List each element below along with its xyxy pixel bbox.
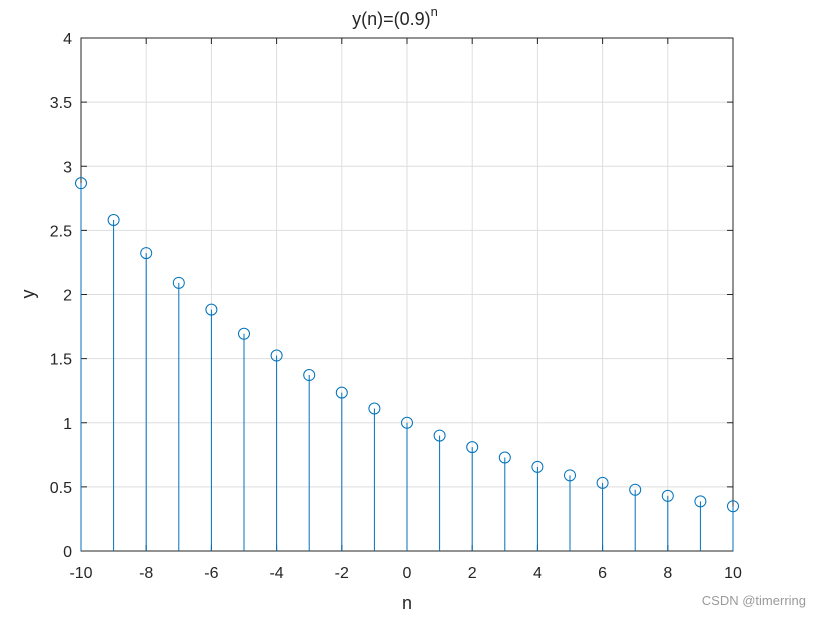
x-tick-label: -8 bbox=[139, 565, 153, 582]
chart-title-base: y(n)=(0.9) bbox=[352, 9, 431, 29]
y-tick-label: 4 bbox=[63, 31, 72, 48]
x-tick-label: 4 bbox=[533, 565, 542, 582]
x-tick-label: -6 bbox=[204, 565, 218, 582]
stem-marker bbox=[335, 386, 348, 399]
stem-marker bbox=[564, 469, 576, 482]
stem-marker bbox=[270, 349, 283, 362]
y-tick-label: 0.5 bbox=[50, 480, 72, 497]
y-axis-label: y bbox=[18, 290, 38, 299]
y-tick-label: 1 bbox=[63, 416, 72, 433]
watermark-text: CSDN @timerring bbox=[702, 593, 806, 608]
y-tick-label: 3.5 bbox=[50, 95, 72, 112]
stem-marker bbox=[140, 247, 153, 260]
chart-title-superscript: n bbox=[431, 4, 438, 19]
stem-marker bbox=[466, 441, 479, 454]
y-tick-label: 0 bbox=[63, 544, 72, 561]
y-tick-label: 2 bbox=[63, 288, 72, 305]
stem-marker bbox=[401, 416, 413, 429]
x-tick-label: -2 bbox=[335, 565, 349, 582]
x-tick-label: -10 bbox=[69, 565, 92, 582]
x-tick-label: 10 bbox=[724, 565, 742, 582]
stem-marker bbox=[498, 451, 511, 464]
stem-marker bbox=[661, 489, 674, 502]
stem-marker bbox=[172, 276, 185, 289]
y-tick-label: 1.5 bbox=[50, 352, 72, 369]
stem-marker bbox=[694, 495, 707, 508]
stem-marker bbox=[303, 369, 316, 382]
stem-marker bbox=[531, 460, 544, 473]
stem-marker bbox=[368, 402, 381, 415]
chart-title: y(n)=(0.9)n bbox=[352, 4, 438, 29]
x-tick-label: 8 bbox=[663, 565, 672, 582]
stem-marker bbox=[596, 476, 609, 489]
x-axis-label: n bbox=[402, 593, 412, 613]
x-tick-label: -4 bbox=[269, 565, 283, 582]
x-tick-label: 2 bbox=[468, 565, 477, 582]
tick-labels: -10 -8 -6 -4 -2 0 2 4 6 8 10 0 0.5 1 1.5 2 2.5 3 3.5 4 bbox=[50, 31, 742, 582]
stem-marker bbox=[433, 429, 446, 442]
stem-marker bbox=[727, 500, 739, 513]
stem-marker bbox=[629, 483, 642, 496]
y-tick-label: 2.5 bbox=[50, 223, 72, 240]
stem-marker bbox=[238, 327, 250, 340]
stem-series bbox=[75, 177, 739, 551]
y-tick-label: 3 bbox=[63, 159, 72, 176]
x-tick-label: 0 bbox=[403, 565, 412, 582]
stem-marker bbox=[107, 213, 120, 226]
stem-marker bbox=[75, 177, 87, 190]
stem-marker bbox=[205, 303, 218, 316]
x-tick-label: 6 bbox=[598, 565, 607, 582]
